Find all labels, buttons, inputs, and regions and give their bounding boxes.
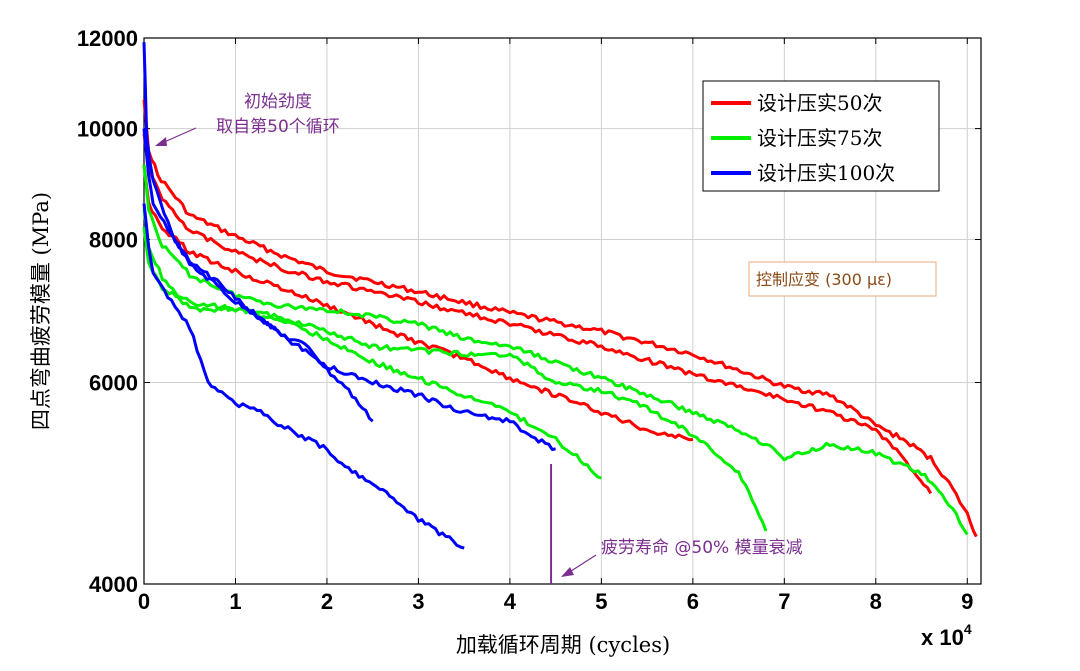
x-tick-label: 5 — [595, 589, 607, 614]
axis-ticks: 4000 6000 8000 10000 12000 0 1 2 3 4 5 6 7 8 9 — [77, 26, 981, 614]
annotation-fatigue-life: 疲劳寿命 @50% 模量衰减 — [550, 464, 803, 584]
annotation-fatigue-life-text: 疲劳寿命 @50% 模量衰减 — [601, 538, 803, 558]
series-line-50-1 — [142, 133, 933, 495]
x-tick-label: 7 — [778, 589, 790, 614]
x-axis-label: 加载循环周期 (cycles) — [456, 633, 670, 657]
x-tick-label: 6 — [687, 589, 699, 614]
series-line-75-4 — [142, 209, 768, 532]
legend: 设计压实50次 设计压实75次 设计压实100次 — [702, 80, 940, 192]
annotation-initial-stiffness-line2: 取自第50个循环 — [216, 117, 340, 137]
x-multiplier-label: x 104 — [921, 621, 972, 650]
control-strain-box — [748, 261, 937, 297]
annotation-arrow-line — [161, 127, 197, 144]
annotation-initial-stiffness-line1: 初始劲度 — [244, 92, 312, 112]
series-line-50-0 — [142, 99, 978, 538]
annotation-control-strain-text: 控制应变 (300 με) — [756, 270, 892, 289]
x-tick-label: 2 — [321, 589, 333, 614]
fatigue-life-arrow-line — [567, 554, 597, 574]
legend-label-100: 设计压实100次 — [757, 161, 895, 185]
fatigue-life-arrow-head — [561, 567, 574, 577]
annotation-initial-stiffness: 初始劲度 取自第50个循环 — [155, 92, 340, 146]
x-tick-label: 0 — [138, 589, 150, 614]
data-series — [142, 42, 978, 550]
y-tick-label: 12000 — [77, 26, 138, 51]
x-tick-label: 1 — [229, 589, 241, 614]
x-tick-label: 4 — [504, 589, 517, 614]
series-line-100-7 — [142, 128, 556, 451]
series-line-75-5 — [142, 227, 602, 480]
y-tick-label: 6000 — [89, 370, 138, 395]
plot-area-frame — [143, 37, 982, 585]
y-tick-label: 10000 — [77, 117, 138, 142]
y-axis-label: 四点弯曲疲劳模量 (MPa) — [29, 192, 53, 430]
x-tick-label: 3 — [412, 589, 424, 614]
annotation-control-strain: 控制应变 (300 με) — [748, 261, 937, 297]
x-multiplier-exponent: 4 — [964, 621, 972, 637]
series-line-75-3 — [142, 164, 969, 536]
y-tick-label: 4000 — [89, 572, 138, 597]
x-tick-label: 9 — [961, 589, 973, 614]
y-tick-label: 8000 — [89, 228, 138, 253]
series-line-50-2 — [142, 164, 693, 442]
series-line-100-8 — [142, 203, 465, 550]
annotation-arrow-head — [155, 137, 167, 146]
x-tick-label: 8 — [870, 589, 882, 614]
legend-label-50: 设计压实50次 — [757, 91, 882, 115]
legend-label-75: 设计压实75次 — [757, 126, 882, 150]
